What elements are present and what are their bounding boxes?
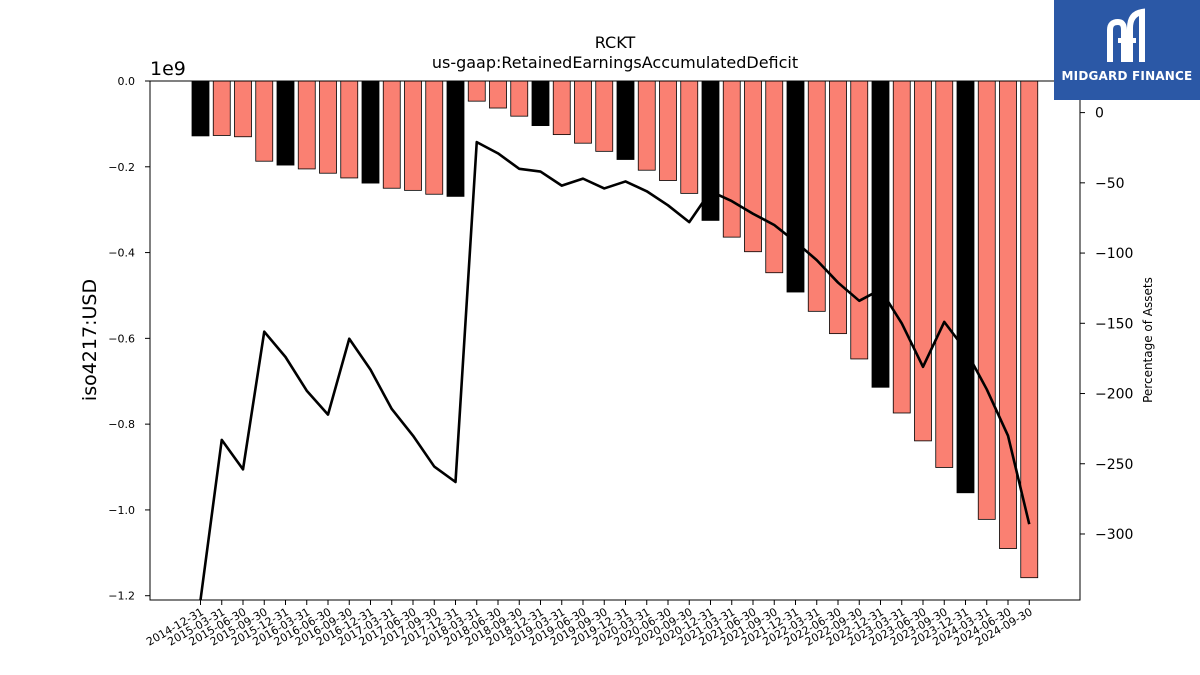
bar bbox=[829, 80, 847, 335]
bar bbox=[999, 80, 1017, 549]
y2-tick-label: −200 bbox=[1095, 387, 1133, 403]
line-series bbox=[199, 140, 1031, 601]
bar bbox=[446, 80, 465, 197]
bar bbox=[276, 80, 295, 166]
bar bbox=[212, 80, 231, 136]
bar bbox=[595, 80, 614, 152]
bar bbox=[637, 80, 656, 171]
bar bbox=[467, 80, 486, 102]
y-tick-label: −0.2 bbox=[108, 161, 135, 174]
bar bbox=[489, 80, 507, 109]
y-tick-label: −0.8 bbox=[108, 418, 135, 431]
chart-title: RCKT bbox=[595, 33, 636, 52]
y2-tick-label: −50 bbox=[1095, 176, 1125, 192]
bar bbox=[977, 80, 996, 520]
bar bbox=[340, 80, 359, 179]
y2-tick-label: 0 bbox=[1095, 106, 1104, 122]
y2-tick-label: −100 bbox=[1095, 246, 1133, 262]
bar bbox=[871, 80, 890, 388]
bar bbox=[552, 80, 571, 136]
bar bbox=[786, 80, 805, 293]
bar bbox=[935, 80, 954, 468]
bar bbox=[892, 80, 911, 414]
y-tick-label: −1.0 bbox=[108, 504, 135, 517]
bar bbox=[744, 80, 762, 253]
series-line bbox=[199, 140, 1031, 601]
y2-tick-label: −250 bbox=[1095, 457, 1133, 473]
bar bbox=[255, 80, 274, 162]
bar bbox=[404, 80, 422, 191]
bar bbox=[616, 80, 635, 160]
y-tick-label: −0.4 bbox=[108, 247, 135, 260]
bar bbox=[361, 80, 380, 184]
y-tick-label: −0.6 bbox=[108, 332, 135, 345]
x-axis: 2014-12-312015-03-312015-06-302015-09-30… bbox=[144, 600, 1035, 649]
bar bbox=[234, 80, 252, 138]
bar bbox=[680, 80, 699, 194]
chart-subtitle: us-gaap:RetainedEarningsAccumulatedDefic… bbox=[432, 53, 798, 72]
y-tick-label: −1.2 bbox=[108, 590, 135, 603]
y-axis-left: 0.0 −0.2 −0.4 −0.6 −0.8 −1.0 −1.2 bbox=[108, 75, 150, 603]
y2-tick-label: −150 bbox=[1095, 316, 1133, 332]
y-axis-label: iso4217:USD bbox=[79, 279, 101, 401]
bar bbox=[319, 80, 337, 174]
bar bbox=[191, 80, 210, 137]
midgard-finance-logo: MIDGARD FINANCE bbox=[1054, 0, 1200, 100]
y2-axis-label: Percentage of Assets bbox=[1141, 277, 1155, 403]
bar bbox=[722, 80, 741, 238]
bar bbox=[574, 80, 592, 144]
logo-text: MIDGARD FINANCE bbox=[1061, 69, 1193, 83]
bar bbox=[297, 80, 316, 170]
midgard-logo-icon bbox=[1107, 8, 1145, 62]
y-offset-label: 1e9 bbox=[150, 58, 186, 80]
bar bbox=[510, 80, 529, 117]
y-tick-label: 0.0 bbox=[118, 75, 136, 88]
y2-tick-label: −300 bbox=[1095, 527, 1133, 543]
bar bbox=[425, 80, 444, 195]
bar bbox=[956, 80, 975, 494]
bar-series bbox=[191, 80, 1039, 579]
bar bbox=[914, 80, 932, 442]
bar bbox=[659, 80, 677, 181]
bar bbox=[850, 80, 869, 360]
bar bbox=[807, 80, 826, 312]
y-axis-right: 0 −50 −100 −150 −200 −250 −300 bbox=[1080, 106, 1133, 543]
bar bbox=[382, 80, 401, 189]
plot-frame bbox=[149, 80, 1081, 601]
bar bbox=[765, 80, 784, 274]
bar bbox=[531, 80, 550, 127]
